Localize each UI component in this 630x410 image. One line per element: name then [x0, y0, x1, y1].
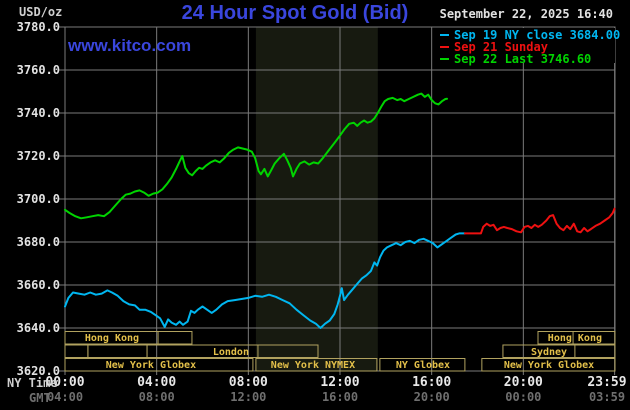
session-box-new-york-globex — [64, 358, 254, 372]
session-box-hong-kong — [537, 331, 616, 345]
session-box-unlabeled — [87, 344, 148, 358]
legend-entry: Sep 22 Last 3746.60 — [440, 52, 592, 66]
y-axis-tick-label: 3760.0 — [16, 63, 60, 77]
gmt-axis-caption: GMT — [29, 391, 51, 405]
y-axis-tick-label: 3720.0 — [16, 149, 60, 163]
legend-dash-icon — [440, 34, 449, 36]
session-label-sydney: Sydney — [530, 346, 568, 358]
gmt-tick-label: 20:00 — [413, 390, 450, 404]
legend-entry: Sep 21 Sunday — [440, 40, 548, 54]
session-label-ny-globex: NY Globex — [395, 360, 451, 371]
ny-time-tick-label: 20:00 — [503, 374, 543, 390]
y-axis-tick-label: 3640.0 — [16, 321, 60, 335]
session-box-london — [146, 344, 319, 358]
session-label-hong-kong: Hong Kong — [547, 333, 602, 344]
y-axis-tick-label: 3700.0 — [16, 192, 60, 206]
gmt-tick-label: 04:00 — [46, 390, 84, 404]
page-title: 24 Hour Spot Gold (Bid) — [181, 2, 409, 24]
legend-entry-label: Sep 21 Sunday — [454, 40, 548, 54]
session-box-sydney — [502, 344, 616, 358]
session-box-hong-kong — [64, 331, 193, 345]
gmt-tick-label: 00:00 — [505, 390, 542, 404]
y-axis-tick-label: 3660.0 — [16, 278, 60, 292]
session-box-ny-globex — [379, 358, 466, 372]
gmt-tick-label: 03:59 — [588, 390, 626, 404]
session-label-new-york-globex: New York Globex — [105, 360, 197, 371]
legend-dash-icon — [440, 58, 449, 60]
session-label-london: London — [212, 346, 249, 358]
gmt-tick-label: 08:00 — [138, 390, 175, 404]
legend-backing — [436, 28, 615, 63]
ny-time-tick-label: 08:00 — [228, 374, 268, 390]
ny-time-tick-label: 16:00 — [412, 374, 452, 390]
gmt-tick-label: 12:00 — [230, 390, 267, 404]
session-label-new-york-globex: New York Globex — [503, 360, 595, 371]
series-line-sep-19-ny-close — [64, 232, 466, 329]
y-axis-tick-label: 3740.0 — [16, 106, 60, 120]
session-box-new-york-globex — [481, 358, 616, 372]
legend-entry-label: Sep 19 NY close 3684.00 — [454, 28, 621, 42]
legend-dash-icon — [440, 46, 449, 48]
legend-entry: Sep 19 NY close 3684.00 — [440, 28, 621, 42]
session-box-new-york-nymex — [255, 358, 378, 372]
session-label-hong-kong: Hong Kong — [84, 333, 140, 344]
y-axis-tick-label: 3780.0 — [16, 20, 60, 34]
gmt-tick-label: 16:00 — [321, 390, 359, 404]
session-box-unlabeled — [64, 344, 89, 358]
y-axis-unit-label: USD/oz — [19, 5, 63, 19]
y-axis-tick-label: 3680.0 — [16, 235, 60, 249]
series-line-sep-22-last — [64, 92, 448, 220]
ny-time-tick-label: 12:00 — [320, 374, 360, 390]
series-line-sep-21-sunday — [463, 207, 616, 235]
kitco-watermark-link[interactable]: www.kitco.com — [68, 36, 192, 55]
ny-time-tick-label: 04:00 — [137, 374, 177, 390]
datetime-label: September 22, 2025 16:40 — [439, 7, 613, 21]
legend-entry-label: Sep 22 Last 3746.60 — [454, 52, 592, 66]
ny-time-tick-label: 00:00 — [45, 374, 85, 390]
y-axis-tick-label: 3620.0 — [16, 364, 60, 378]
ny-time-tick-label: 23:59 — [587, 374, 627, 390]
session-label-new-york-nymex: New York NYMEX — [270, 360, 356, 371]
ny-time-axis-caption: NY Time — [7, 376, 58, 390]
